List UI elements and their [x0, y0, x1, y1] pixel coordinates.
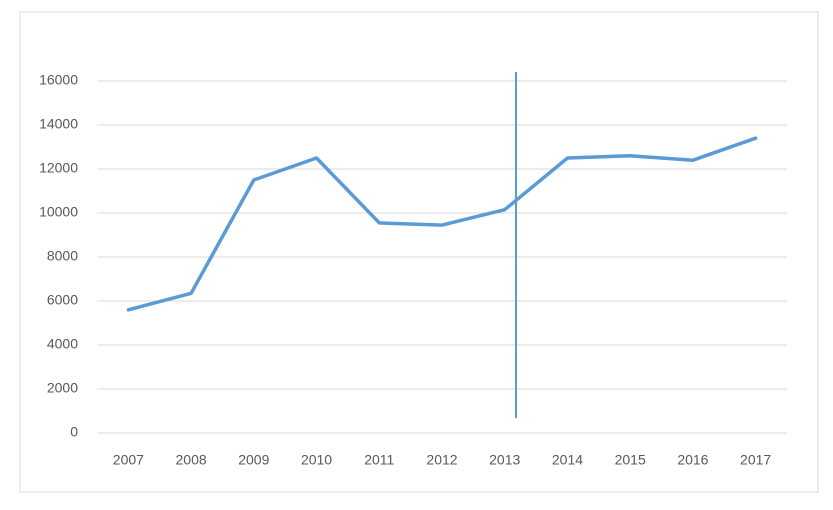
x-tick-label: 2007 — [113, 452, 144, 468]
x-tick-label: 2013 — [489, 452, 520, 468]
x-tick-label: 2011 — [364, 452, 394, 468]
x-tick-label: 2016 — [677, 452, 708, 468]
x-tick-label: 2015 — [615, 452, 646, 468]
x-tick-label: 2012 — [426, 452, 457, 468]
data-line — [126, 136, 758, 312]
y-tick-label: 8000 — [47, 248, 78, 264]
x-tick-label: 2009 — [238, 452, 269, 468]
y-tick-label: 14000 — [39, 116, 78, 132]
y-tick-label: 16000 — [39, 72, 78, 88]
y-tick-label: 4000 — [47, 336, 78, 352]
x-tick-label: 2008 — [176, 452, 207, 468]
chart-frame — [19, 11, 819, 493]
y-tick-label: 12000 — [39, 160, 78, 176]
x-tick-label: 2014 — [552, 452, 583, 468]
y-tick-label: 0 — [70, 424, 78, 440]
x-tick-label: 2017 — [740, 452, 771, 468]
plot — [126, 136, 758, 312]
x-tick-label: 2010 — [301, 452, 332, 468]
y-tick-label: 10000 — [39, 204, 78, 220]
y-tick-label: 2000 — [47, 380, 78, 396]
y-tick-label: 6000 — [47, 292, 78, 308]
